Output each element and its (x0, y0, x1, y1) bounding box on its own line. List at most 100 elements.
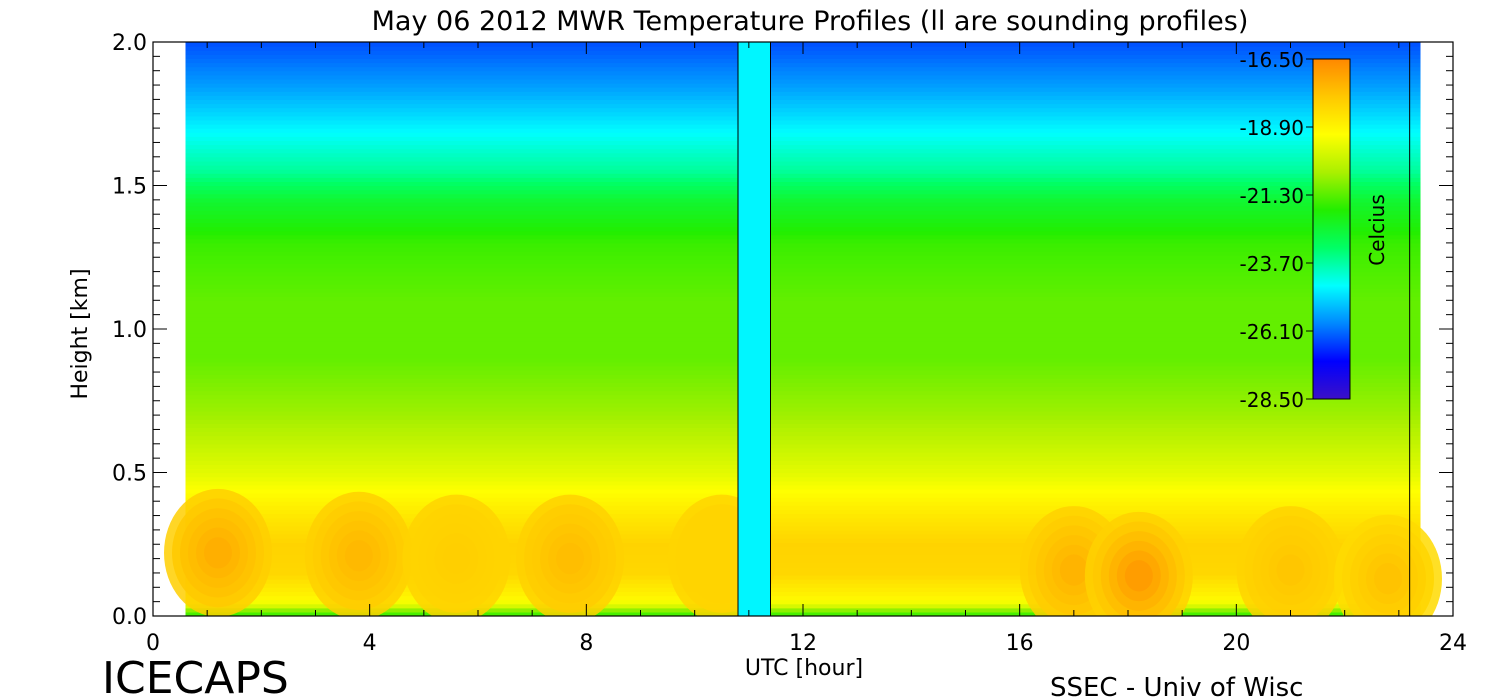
heatmap-band (770, 345, 1421, 351)
heatmap-band (185, 46, 738, 51)
heatmap-band (770, 234, 1421, 240)
heatmap-band (770, 181, 1421, 187)
heatmap-band (770, 361, 1421, 367)
heatmap-band (185, 132, 738, 137)
heatmap-band (770, 324, 1421, 330)
x-tick-label: 20 (1222, 631, 1250, 656)
hot-spot (1276, 554, 1305, 586)
heatmap-band (770, 476, 1421, 482)
heatmap-band (770, 365, 1421, 371)
heatmap-band (185, 267, 738, 273)
heatmap-band (185, 210, 738, 215)
x-axis: 0 4 8 12 16 20 24 (146, 42, 1467, 656)
heatmap-band (185, 292, 738, 297)
heatmap-band (185, 345, 738, 351)
heatmap-band (185, 218, 738, 223)
heatmap-band (770, 70, 1421, 76)
heatmap-band (185, 165, 738, 170)
heatmap-band (185, 74, 738, 80)
heatmap-band (770, 497, 1421, 502)
heatmap-band (185, 279, 738, 285)
heatmap-band (770, 460, 1421, 465)
heatmap-band (185, 42, 738, 47)
heatmap-band (185, 300, 738, 305)
heatmap-band (185, 177, 738, 182)
colorbar-bar (1312, 58, 1351, 400)
heatmap-band (185, 288, 738, 293)
heatmap-band (770, 382, 1421, 387)
heatmap-band (770, 197, 1421, 203)
heatmap-band (770, 312, 1421, 318)
heatmap-band (770, 308, 1421, 314)
heatmap-band (185, 99, 738, 105)
heatmap-band (770, 66, 1421, 72)
heatmap-band (770, 394, 1421, 400)
heatmap-band (770, 267, 1421, 273)
heatmap-band (185, 390, 738, 396)
heatmap-band (770, 62, 1421, 68)
heatmap-band (770, 165, 1421, 170)
heatmap-band (185, 230, 738, 236)
heatmap-band (185, 185, 738, 191)
heatmap-band (770, 242, 1421, 248)
x-axis-label: UTC [hour] (745, 656, 863, 681)
heatmap-band (185, 160, 738, 166)
heatmap-band (770, 341, 1421, 346)
heatmap-band (770, 390, 1421, 396)
heatmap-band (185, 156, 738, 162)
heatmap-band (770, 218, 1421, 223)
heatmap-band (770, 353, 1421, 359)
heatmap-band (770, 263, 1421, 269)
heatmap-band (185, 456, 738, 461)
x-tick-label: 0 (146, 631, 160, 656)
heatmap-band (185, 435, 738, 441)
heatmap-band (185, 238, 738, 244)
heatmap-band (770, 423, 1421, 428)
heatmap-band (770, 107, 1421, 113)
heatmap-band (185, 78, 738, 84)
heatmap-band (770, 201, 1421, 207)
heatmap-band (185, 484, 738, 490)
hot-spot (344, 540, 373, 572)
heatmap-band (185, 488, 738, 494)
heatmap-band (185, 341, 738, 346)
heatmap-band (185, 316, 738, 322)
heatmap-band (185, 394, 738, 400)
heatmap-band (770, 83, 1421, 88)
heatmap-band (185, 271, 738, 277)
heatmap-band (770, 329, 1421, 334)
heatmap-band (770, 115, 1421, 121)
heatmap-band (770, 275, 1421, 281)
heatmap-band (770, 259, 1421, 264)
heatmap-band (185, 464, 738, 469)
heatmap-band (770, 279, 1421, 285)
heatmap-band (185, 115, 738, 121)
missing-data-band (738, 42, 771, 616)
heatmap-band (770, 283, 1421, 289)
heatmap-band (770, 222, 1421, 228)
heatmap-band (185, 50, 738, 55)
hot-spot (204, 537, 232, 569)
hot-spot (556, 542, 585, 575)
heatmap-band (770, 42, 1421, 47)
x-tick-label: 24 (1439, 631, 1467, 656)
heatmap-band (185, 431, 738, 437)
heatmap-band (770, 152, 1421, 158)
heatmap-band (185, 447, 738, 453)
hot-spot (1124, 560, 1153, 592)
heatmap-band (185, 452, 738, 457)
hot-spot (707, 542, 736, 575)
heatmap-band (185, 124, 738, 129)
y-tick-label: 0.5 (112, 462, 147, 487)
colorbar-tick-label: -23.70 (1240, 252, 1304, 276)
heatmap-band (185, 411, 738, 416)
y-tick-label: 1.0 (112, 318, 147, 343)
heatmap-band (770, 214, 1421, 219)
heatmap-band (185, 312, 738, 318)
heatmap-band (185, 308, 738, 314)
heatmap-band (185, 443, 738, 449)
heatmap-band (185, 95, 738, 100)
hot-spot (1374, 563, 1402, 595)
heatmap-band (185, 296, 738, 301)
plot-area (164, 42, 1442, 616)
